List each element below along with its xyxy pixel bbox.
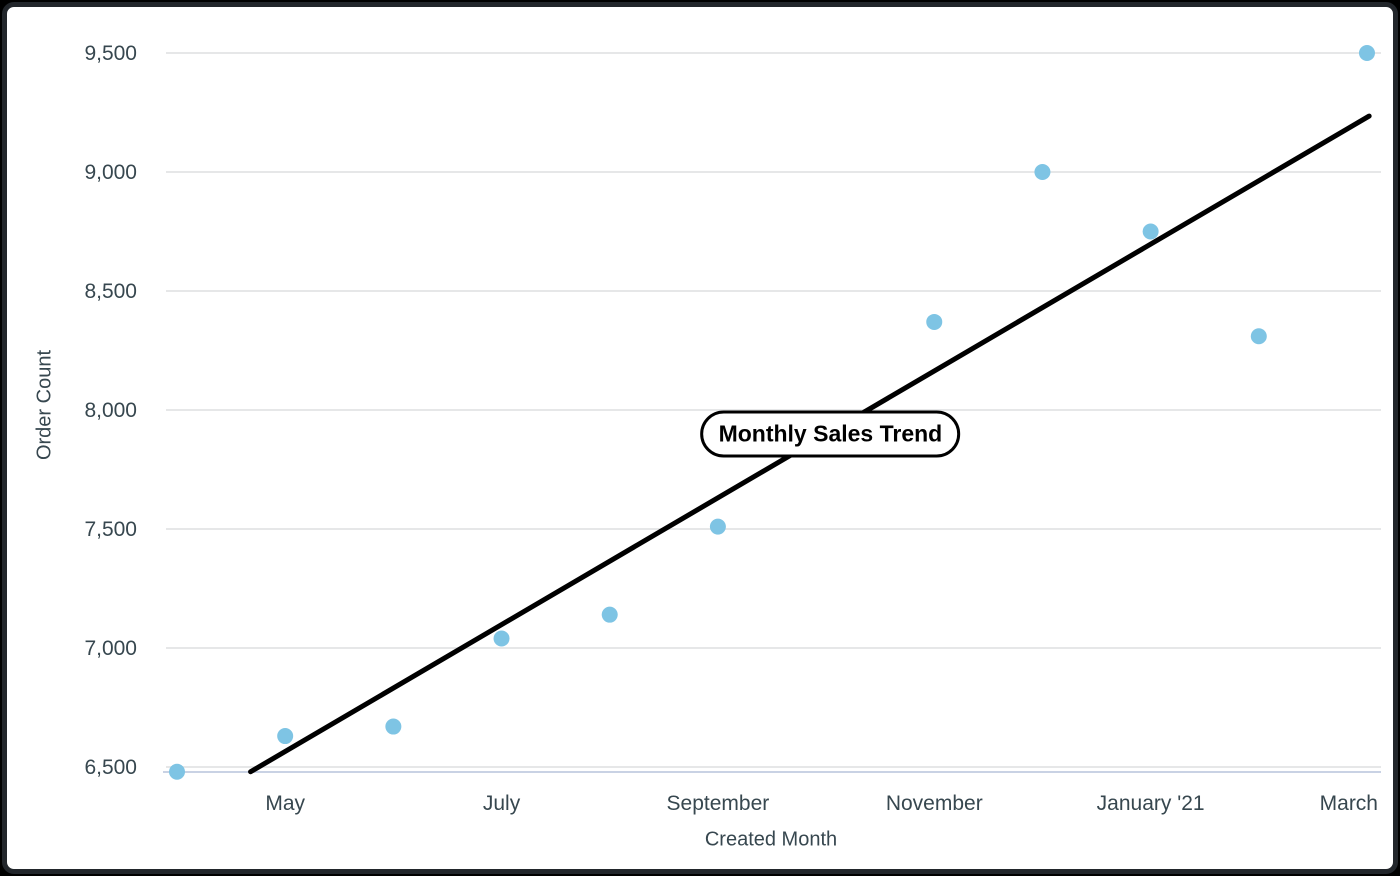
data-point-november[interactable]	[926, 313, 943, 330]
data-point-february[interactable]	[1250, 328, 1267, 345]
data-point-august[interactable]	[601, 606, 618, 623]
data-point-june[interactable]	[385, 718, 402, 735]
x-tick-label-july: July	[483, 792, 521, 815]
data-point-may[interactable]	[277, 728, 294, 745]
x-tick-label-september: September	[667, 792, 770, 815]
y-tick-label-7,500: 7,500	[84, 518, 137, 541]
x-axis-title: Created Month	[704, 828, 838, 851]
data-point-december[interactable]	[1034, 164, 1051, 180]
y-tick-label-8,000: 8,000	[84, 399, 137, 422]
data-point-july[interactable]	[493, 630, 510, 647]
x-tick-label-january--21: January '21	[1097, 792, 1205, 815]
x-tick-label-november: November	[886, 792, 983, 815]
y-tick-label-9,000: 9,000	[84, 161, 137, 184]
y-tick-label-6,500: 6,500	[84, 756, 137, 779]
x-tick-label-may: May	[265, 792, 305, 815]
data-point-march[interactable]	[1358, 45, 1375, 61]
data-point-september[interactable]	[709, 518, 726, 535]
data-point-april[interactable]	[169, 763, 185, 780]
y-axis-title: Order Count	[33, 349, 56, 461]
y-tick-label-8,500: 8,500	[84, 280, 137, 303]
trend-label-pill: Monthly Sales Trend	[700, 410, 961, 458]
x-tick-label-march: March	[1320, 792, 1378, 815]
y-tick-label-9,500: 9,500	[84, 42, 137, 65]
data-point-january--21[interactable]	[1142, 223, 1159, 240]
y-tick-label-7,000: 7,000	[84, 637, 137, 660]
